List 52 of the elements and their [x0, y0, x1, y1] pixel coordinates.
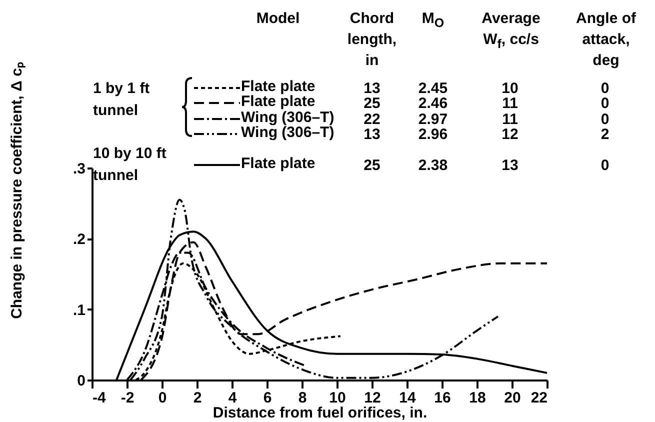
text: 12: [500, 126, 520, 143]
text: 2: [600, 126, 610, 143]
x-tick-label: 10: [329, 390, 346, 406]
text: 25: [362, 95, 382, 112]
annotation: 25: [362, 157, 382, 174]
x-tick-label: -2: [120, 390, 134, 406]
text: Average W$_{f}$, cc/s: [480, 9, 542, 53]
x-tick-label: 22: [530, 390, 548, 406]
text: 10: [500, 80, 520, 97]
x-tick-label: 20: [504, 390, 521, 406]
legend-label: Wing (306–T): [241, 109, 334, 126]
annotation: 2.38: [417, 157, 449, 174]
text: 0: [600, 95, 610, 112]
text: M$_{O}$: [420, 9, 446, 32]
text: 0: [600, 111, 610, 128]
y-tick-label: .3: [72, 160, 86, 178]
x-tick-label: 2: [193, 390, 202, 406]
annotation: 13: [500, 157, 520, 174]
legend-label: Wing (306–T): [241, 124, 334, 141]
text: 11: [501, 111, 519, 128]
text: 1 by 1 ft tunnel: [93, 79, 151, 121]
x-tick-label: 18: [469, 390, 486, 406]
text: 0: [600, 157, 610, 174]
text: 2.97: [417, 111, 449, 128]
text: 22: [362, 111, 382, 128]
text: 2.46: [417, 95, 449, 112]
x-tick-label: 4: [228, 390, 238, 406]
text: 11: [501, 95, 519, 112]
annotation: 10 by 10 ft tunnel: [93, 144, 168, 186]
y-tick-label: .2: [72, 231, 86, 248]
y-axis-title: Change in pressure coefficient, Δ cₚ: [8, 62, 26, 319]
x-tick-label: 12: [364, 390, 381, 406]
text: 2.96: [417, 126, 449, 143]
text: Model: [255, 9, 301, 29]
legend-label: Flate plate: [241, 155, 316, 172]
x-tick-label: 16: [434, 390, 451, 406]
legend-label: Flate plate: [241, 78, 316, 95]
x-tick-label: 6: [263, 390, 272, 406]
text: Angle of attack, deg: [575, 9, 637, 71]
text: 2.45: [417, 80, 449, 97]
text: 13: [362, 80, 382, 97]
text: Chord length, in: [346, 9, 398, 71]
y-tick-label: .1: [72, 302, 86, 319]
legend-label: Flate plate: [241, 93, 316, 110]
x-tick-label: 0: [158, 390, 167, 406]
text: 13: [362, 126, 382, 143]
y-tick-label: 0: [77, 372, 86, 390]
x-axis-title: Distance from fuel orifices, in.: [212, 404, 428, 422]
x-tick-label: 8: [298, 390, 307, 406]
text: 0: [600, 80, 610, 97]
x-tick-label: -4: [92, 390, 106, 406]
x-tick-label: 14: [399, 390, 416, 406]
